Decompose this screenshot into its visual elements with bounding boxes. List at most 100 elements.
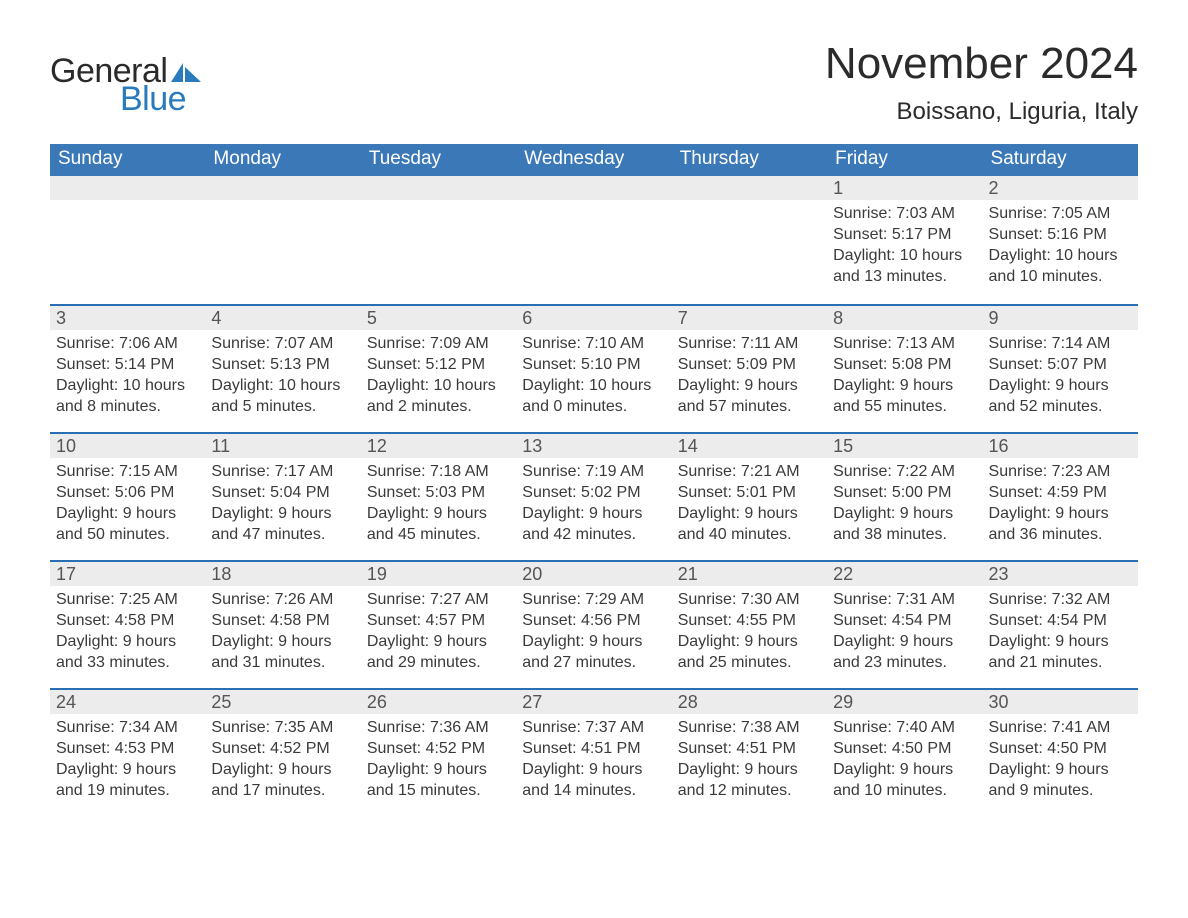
daylight-text: Daylight: 9 hours and 15 minutes. — [367, 760, 510, 802]
day-number-row: 22 — [827, 562, 982, 586]
day-number-row: 21 — [672, 562, 827, 586]
sunset-text: Sunset: 4:57 PM — [367, 611, 510, 632]
header: General Blue November 2024 Boissano, Lig… — [50, 40, 1138, 126]
sunrise-text: Sunrise: 7:32 AM — [989, 590, 1132, 611]
flag-icon — [171, 60, 201, 82]
sunset-text: Sunset: 5:07 PM — [989, 355, 1132, 376]
week-row: 10Sunrise: 7:15 AMSunset: 5:06 PMDayligh… — [50, 432, 1138, 560]
day-cell: 2Sunrise: 7:05 AMSunset: 5:16 PMDaylight… — [983, 176, 1138, 304]
day-body: Sunrise: 7:35 AMSunset: 4:52 PMDaylight:… — [205, 714, 360, 811]
day-number-row: 3 — [50, 306, 205, 330]
day-number-row: 25 — [205, 690, 360, 714]
day-cell: 28Sunrise: 7:38 AMSunset: 4:51 PMDayligh… — [672, 690, 827, 816]
day-number-row: 8 — [827, 306, 982, 330]
sunrise-text: Sunrise: 7:25 AM — [56, 590, 199, 611]
sunrise-text: Sunrise: 7:10 AM — [522, 334, 665, 355]
day-number: 24 — [56, 692, 76, 712]
day-body: Sunrise: 7:27 AMSunset: 4:57 PMDaylight:… — [361, 586, 516, 683]
sunset-text: Sunset: 4:51 PM — [522, 739, 665, 760]
day-body: Sunrise: 7:03 AMSunset: 5:17 PMDaylight:… — [827, 200, 982, 297]
day-number-row: 1 — [827, 176, 982, 200]
day-number-row: 5 — [361, 306, 516, 330]
sunrise-text: Sunrise: 7:37 AM — [522, 718, 665, 739]
sunrise-text: Sunrise: 7:27 AM — [367, 590, 510, 611]
sunset-text: Sunset: 4:52 PM — [211, 739, 354, 760]
day-number: 26 — [367, 692, 387, 712]
day-cell: 21 Sunrise: 7:30 AMSunset: 4:55 PMDayligh… — [672, 562, 827, 688]
title-month-year: November 2024 — [825, 40, 1138, 88]
title-block: November 2024 Boissano, Liguria, Italy — [825, 40, 1138, 126]
sunrise-text: Sunrise: 7:05 AM — [989, 204, 1132, 225]
sunset-text: Sunset: 4:53 PM — [56, 739, 199, 760]
day-number: 29 — [833, 692, 853, 712]
day-number-row: 15 — [827, 434, 982, 458]
day-body: Sunrise: 7:07 AMSunset: 5:13 PMDaylight:… — [205, 330, 360, 427]
day-number: 30 — [989, 692, 1009, 712]
day-number: 5 — [367, 308, 377, 328]
sunset-text: Sunset: 4:55 PM — [678, 611, 821, 632]
sunrise-text: Sunrise: 7:38 AM — [678, 718, 821, 739]
weekday-header: Wednesday — [516, 144, 671, 176]
day-body — [672, 200, 827, 214]
weekday-header: Monday — [205, 144, 360, 176]
daylight-text: Daylight: 9 hours and 50 minutes. — [56, 504, 199, 546]
daylight-text: Daylight: 9 hours and 52 minutes. — [989, 376, 1132, 418]
week-row: 17Sunrise: 7:25 AMSunset: 4:58 PMDayligh… — [50, 560, 1138, 688]
day-number-row — [672, 176, 827, 200]
day-body: Sunrise: 7:09 AMSunset: 5:12 PMDaylight:… — [361, 330, 516, 427]
day-cell: 12Sunrise: 7:18 AMSunset: 5:03 PMDayligh… — [361, 434, 516, 560]
day-cell: 30Sunrise: 7:41 AMSunset: 4:50 PMDayligh… — [983, 690, 1138, 816]
day-number: 19 — [367, 564, 387, 584]
day-number: 15 — [833, 436, 853, 456]
sunrise-text: Sunrise: 7:30 AM — [678, 590, 821, 611]
day-number: 17 — [56, 564, 76, 584]
sunset-text: Sunset: 5:00 PM — [833, 483, 976, 504]
day-body: Sunrise: 7:32 AMSunset: 4:54 PMDaylight:… — [983, 586, 1138, 683]
daylight-text: Daylight: 10 hours and 2 minutes. — [367, 376, 510, 418]
daylight-text: Daylight: 9 hours and 36 minutes. — [989, 504, 1132, 546]
day-number: 4 — [211, 308, 221, 328]
day-number-row: 29 — [827, 690, 982, 714]
sunrise-text: Sunrise: 7:26 AM — [211, 590, 354, 611]
daylight-text: Daylight: 9 hours and 47 minutes. — [211, 504, 354, 546]
day-number: 22 — [833, 564, 853, 584]
day-body: Sunrise: 7:26 AMSunset: 4:58 PMDaylight:… — [205, 586, 360, 683]
day-body: Sunrise: 7:15 AMSunset: 5:06 PMDaylight:… — [50, 458, 205, 555]
daylight-text: Daylight: 9 hours and 25 minutes. — [678, 632, 821, 674]
daylight-text: Daylight: 9 hours and 33 minutes. — [56, 632, 199, 674]
sunrise-text: Sunrise: 7:29 AM — [522, 590, 665, 611]
daylight-text: Daylight: 9 hours and 12 minutes. — [678, 760, 821, 802]
day-body: Sunrise: 7:17 AMSunset: 5:04 PMDaylight:… — [205, 458, 360, 555]
sunset-text: Sunset: 4:51 PM — [678, 739, 821, 760]
daylight-text: Daylight: 9 hours and 31 minutes. — [211, 632, 354, 674]
day-cell: 4Sunrise: 7:07 AMSunset: 5:13 PMDaylight… — [205, 306, 360, 432]
day-number-row: 24 — [50, 690, 205, 714]
weekday-header-row: SundayMondayTuesdayWednesdayThursdayFrid… — [50, 144, 1138, 176]
weekday-header: Sunday — [50, 144, 205, 176]
sunset-text: Sunset: 4:54 PM — [989, 611, 1132, 632]
day-cell: 1Sunrise: 7:03 AMSunset: 5:17 PMDaylight… — [827, 176, 982, 304]
daylight-text: Daylight: 9 hours and 17 minutes. — [211, 760, 354, 802]
day-body: Sunrise: 7:41 AMSunset: 4:50 PMDaylight:… — [983, 714, 1138, 811]
day-number-row: 11 — [205, 434, 360, 458]
day-number: 9 — [989, 308, 999, 328]
day-body: Sunrise: 7:22 AMSunset: 5:00 PMDaylight:… — [827, 458, 982, 555]
day-number: 18 — [211, 564, 231, 584]
day-number-row — [361, 176, 516, 200]
day-number-row: 7 — [672, 306, 827, 330]
logo-text-blue: Blue — [120, 82, 201, 116]
sunset-text: Sunset: 5:12 PM — [367, 355, 510, 376]
day-number: 14 — [678, 436, 698, 456]
sunrise-text: Sunrise: 7:07 AM — [211, 334, 354, 355]
sunrise-text: Sunrise: 7:36 AM — [367, 718, 510, 739]
day-cell: 18Sunrise: 7:26 AMSunset: 4:58 PMDayligh… — [205, 562, 360, 688]
day-number-row: 12 — [361, 434, 516, 458]
weekday-header: Thursday — [672, 144, 827, 176]
sunset-text: Sunset: 5:16 PM — [989, 225, 1132, 246]
day-number-row: 23 — [983, 562, 1138, 586]
day-number-row: 4 — [205, 306, 360, 330]
day-body: Sunrise: 7:25 AMSunset: 4:58 PMDaylight:… — [50, 586, 205, 683]
sunrise-text: Sunrise: 7:41 AM — [989, 718, 1132, 739]
day-cell: 24Sunrise: 7:34 AMSunset: 4:53 PMDayligh… — [50, 690, 205, 816]
sunset-text: Sunset: 5:17 PM — [833, 225, 976, 246]
